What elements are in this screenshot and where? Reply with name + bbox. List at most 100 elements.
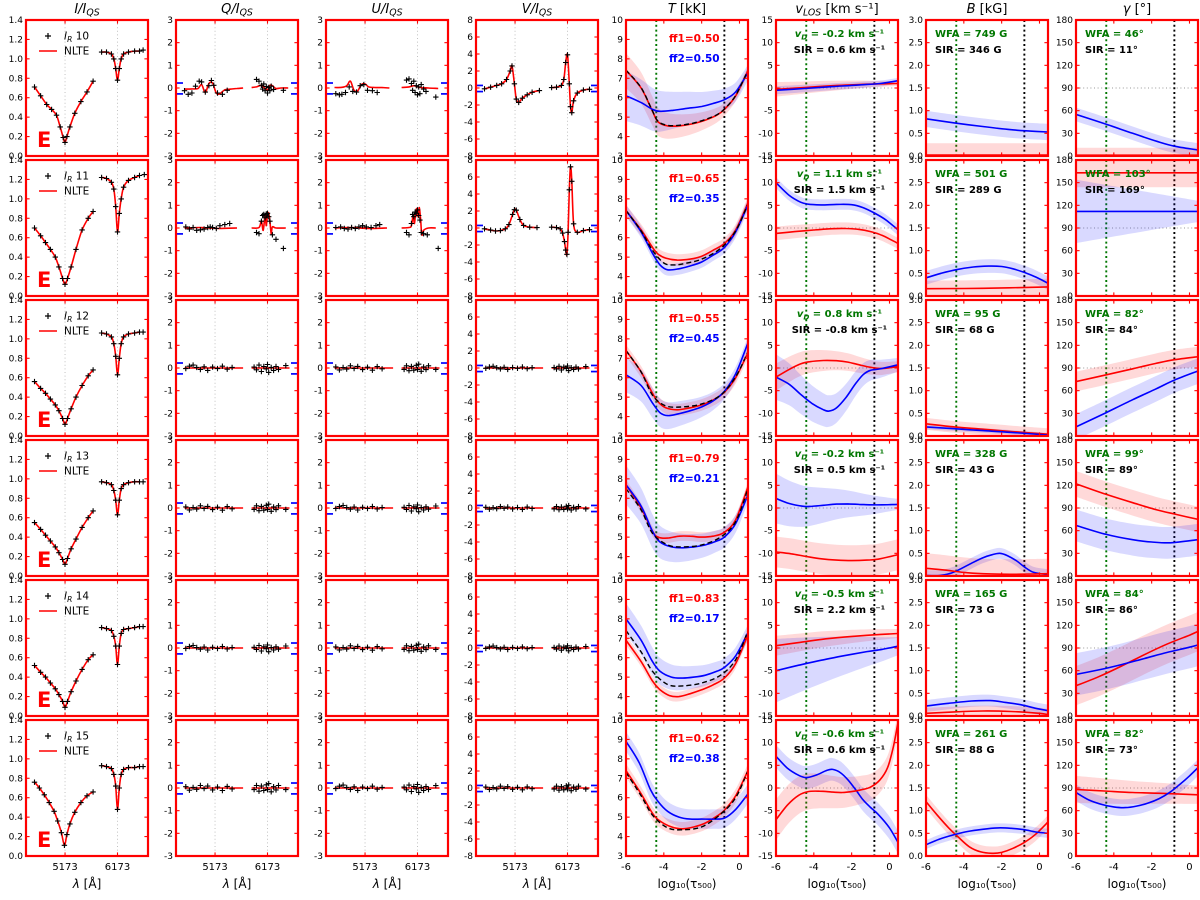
annotation-vd: vD = -0.2 km s⁻¹	[795, 29, 884, 42]
ytick-label: 2.5	[909, 179, 923, 189]
ytick-label: 0.0	[9, 852, 24, 862]
ytick-label: -5	[764, 247, 773, 257]
ytick-label: 120	[1056, 761, 1073, 771]
ytick-label: -2	[314, 829, 323, 839]
xaxis-label: λ [Å]	[72, 876, 102, 891]
xtick-label: -2	[847, 862, 857, 873]
ytick-label: -3	[164, 152, 173, 162]
ytick-label: 4	[617, 833, 623, 843]
ytick-label: 0	[317, 364, 323, 374]
column-title-Q: Q/IQS	[221, 2, 253, 19]
uncertainty-band	[1076, 471, 1198, 533]
curve-k	[626, 69, 748, 127]
panel-border	[24, 438, 150, 578]
ytick-label: 5	[767, 481, 773, 491]
ytick-label: -15	[758, 852, 773, 862]
ytick-label: 2	[167, 39, 173, 49]
xaxis-label: λ [Å]	[522, 876, 552, 891]
ytick-label: 0	[1067, 432, 1073, 442]
ytick-label: -8	[464, 292, 473, 302]
ytick-label: 1	[167, 341, 173, 351]
curve-k	[626, 203, 748, 266]
uncertainty-band	[776, 636, 898, 703]
ytick-label: 9	[617, 595, 623, 605]
annotation-sir-b: SIR = 346 G	[935, 45, 1002, 56]
ytick-label: 0.5	[909, 129, 923, 139]
ytick-label: 1	[167, 201, 173, 211]
observation-markers	[31, 763, 146, 848]
ytick-label: -8	[464, 572, 473, 582]
ytick-label: 30	[1062, 549, 1074, 559]
panel-Q-row14: -3 -2 -1 0 1 2 3	[164, 576, 300, 722]
ytick-label: 5	[767, 621, 773, 631]
ytick-label: 1	[317, 201, 323, 211]
ytick-label: -2	[164, 829, 173, 839]
ytick-label: -3	[164, 292, 173, 302]
ytick-label: 1.4	[9, 156, 24, 166]
ytick-label: 10	[612, 436, 624, 446]
xtick-label: 0	[1036, 862, 1042, 873]
ytick-label: 0.5	[909, 269, 923, 279]
ytick-label: 15	[762, 716, 773, 726]
ytick-label: 150	[1056, 459, 1073, 469]
curve-b	[626, 484, 748, 549]
ytick-label: 3	[617, 712, 623, 722]
ytick-label: 0.6	[9, 514, 24, 524]
xtick-label: -2	[1147, 862, 1157, 873]
panel-border	[24, 718, 150, 858]
xtick-label: -6	[1071, 862, 1081, 873]
observation-markers	[481, 52, 593, 116]
xtick-label: 6173	[555, 862, 580, 873]
observation-markers	[31, 171, 147, 287]
ytick-label: -2	[464, 101, 473, 111]
ytick-label: 1	[317, 761, 323, 771]
annotation-vd: vD = -0.2 km s⁻¹	[795, 449, 884, 462]
panel-Q-row10: -3 -2 -1 0 1 2 3	[164, 16, 300, 162]
ytick-label: 0.8	[9, 354, 24, 364]
ytick-label: 0	[467, 364, 473, 374]
ytick-label: 0.0	[909, 712, 924, 722]
panel-B-row11: 0.0 0.5 1.0 1.5 2.0 2.5 3.0 WFA = 501 G SIR = 28…	[909, 156, 1050, 302]
panel-vlos-row13: -15 -10 -5 0 5 10 15 vD = -0.2 km s⁻¹ SIR = 0.5 …	[758, 436, 900, 582]
ytick-label: 5	[617, 533, 623, 543]
ytick-label: 4	[467, 330, 473, 340]
uncertainty-band	[626, 196, 748, 266]
curve-r	[101, 331, 140, 376]
ytick-label: 0.6	[9, 654, 24, 664]
curve-r	[626, 770, 748, 830]
panel-border	[24, 158, 150, 298]
panel-Q-row11: -3 -2 -1 0 1 2 3	[164, 156, 300, 302]
ytick-label: -1	[164, 527, 173, 537]
xtick-label: -4	[959, 862, 969, 873]
ytick-label: 0.0	[909, 852, 924, 862]
ytick-label: -2	[464, 521, 473, 531]
uncertainty-band	[926, 259, 1048, 291]
ytick-label: 30	[1062, 129, 1074, 139]
ytick-label: 9	[617, 455, 623, 465]
ytick-label: -3	[164, 572, 173, 582]
uncertainty-band	[926, 547, 1048, 576]
ytick-label: 0	[767, 784, 773, 794]
ytick-label: -4	[464, 118, 473, 128]
curve-r	[776, 227, 898, 245]
ytick-label: 1.2	[9, 315, 23, 325]
ytick-label: 10	[762, 319, 774, 329]
panel-border	[624, 298, 750, 438]
curve-k	[626, 350, 748, 408]
ytick-label: 30	[1062, 689, 1074, 699]
legend-marker-plus	[45, 173, 51, 179]
ytick-label: 1.5	[909, 784, 923, 794]
ytick-label: 3.0	[909, 16, 924, 26]
uncertainty-band	[926, 143, 1048, 156]
ytick-label: -3	[314, 152, 323, 162]
annotation-ff1: ff1=0.62	[669, 733, 720, 745]
panel-border	[624, 578, 750, 718]
ytick-label: 0.0	[909, 572, 924, 582]
uncertainty-band	[926, 110, 1048, 141]
ytick-label: 8	[617, 195, 623, 205]
ytick-label: -1	[314, 107, 323, 117]
curve-b	[926, 699, 1048, 712]
ytick-label: 2	[167, 599, 173, 609]
ytick-label: 3	[617, 852, 623, 862]
